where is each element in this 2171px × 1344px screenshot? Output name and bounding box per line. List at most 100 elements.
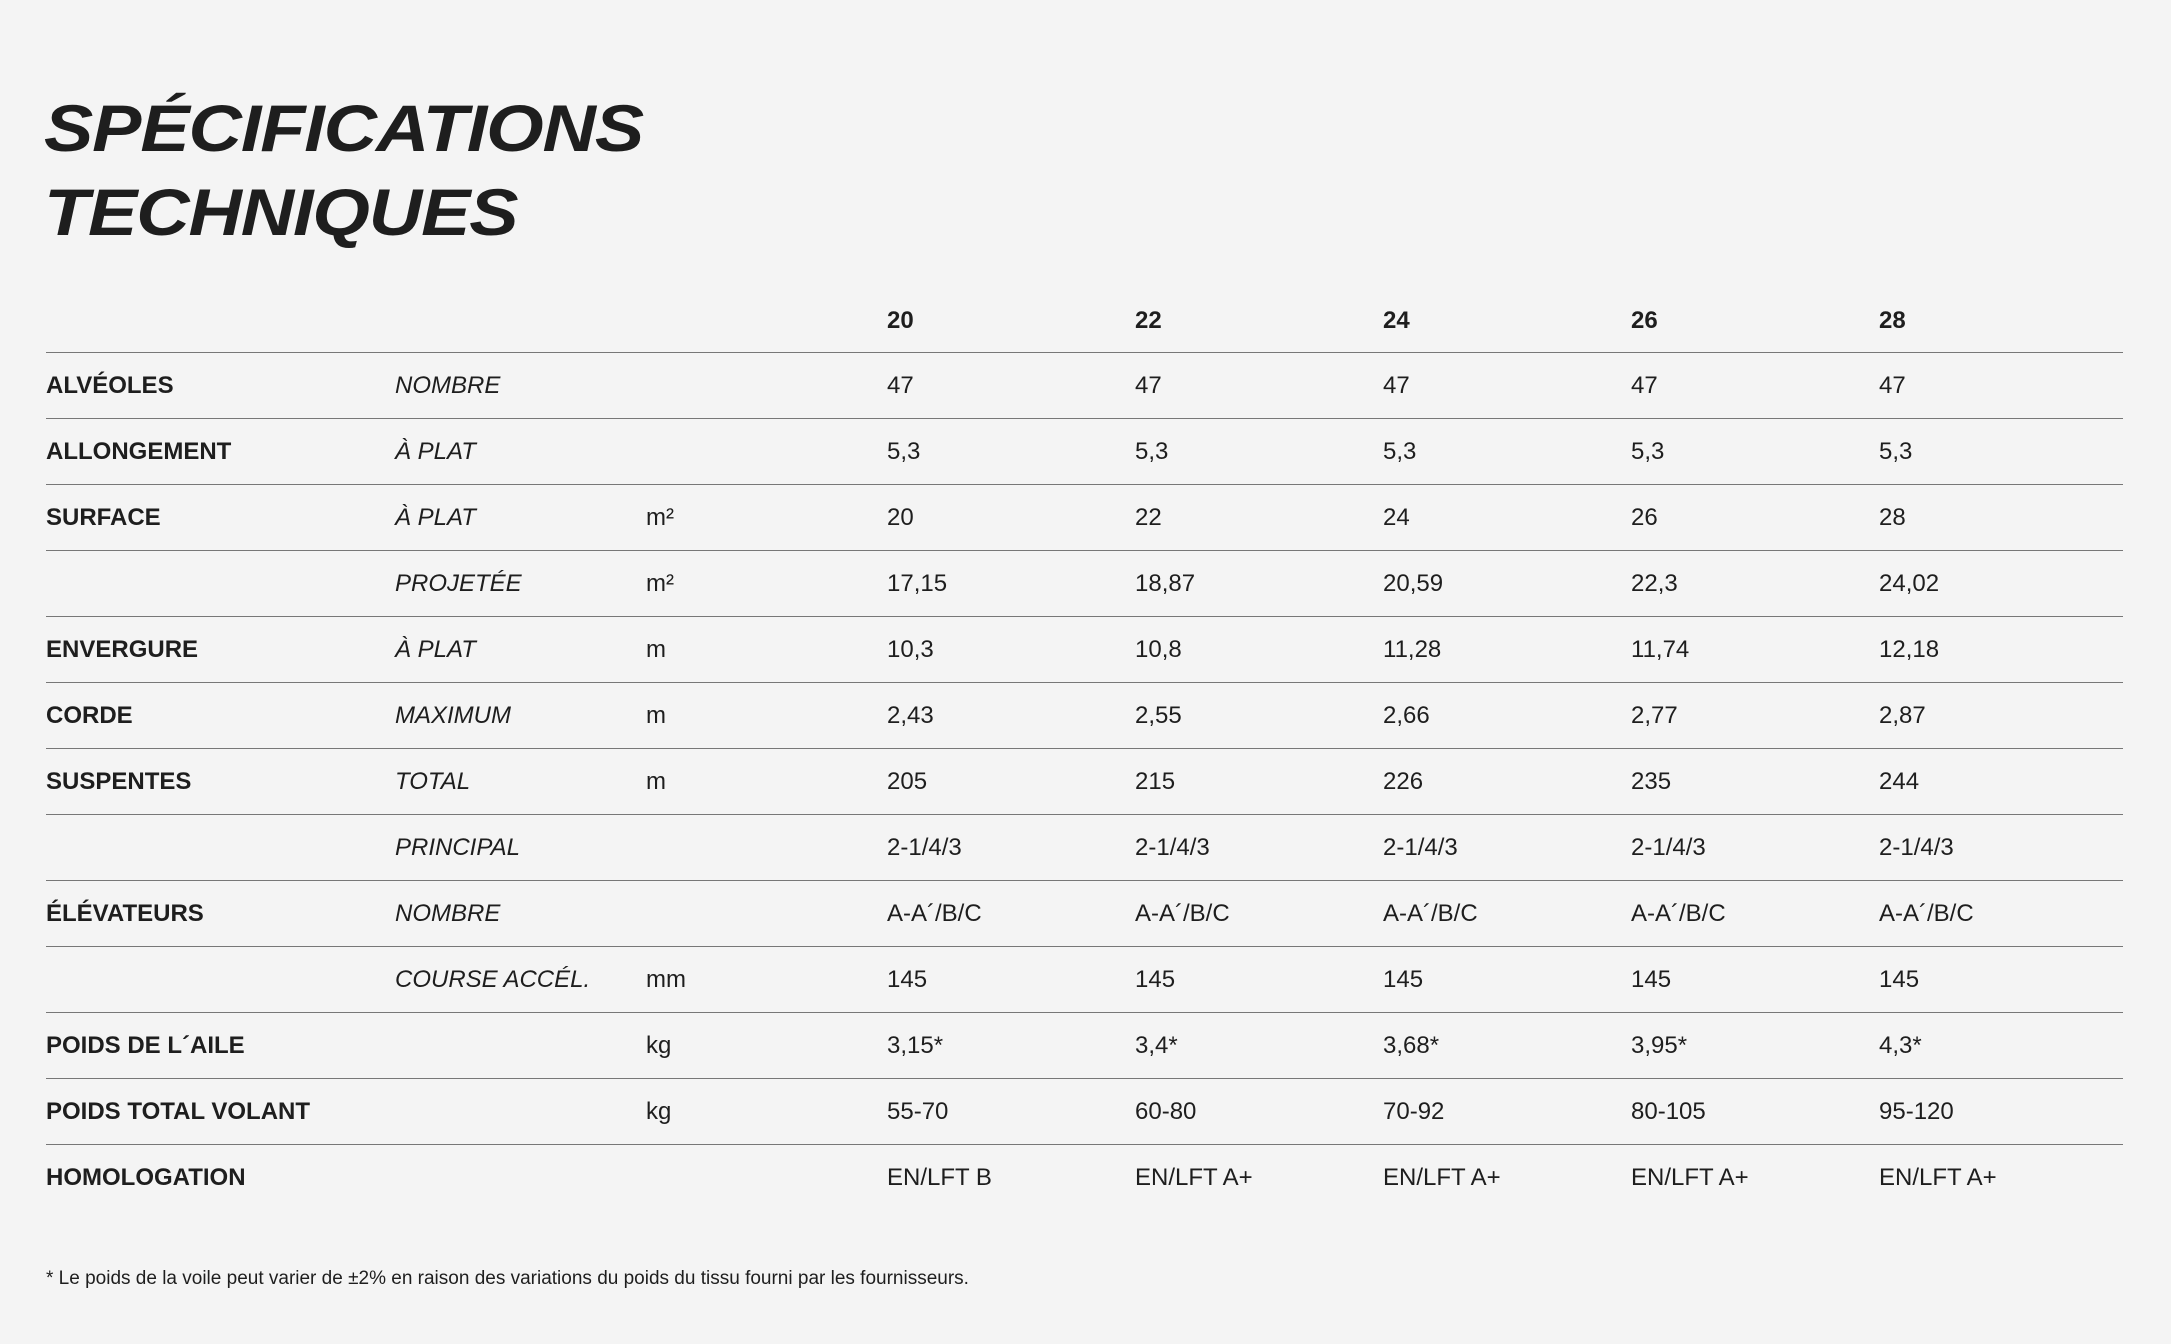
- row-label: POIDS DE L´AILE: [46, 1031, 245, 1059]
- row-unit: kg: [646, 1097, 672, 1125]
- cell-value: 2,43: [887, 701, 934, 729]
- row-label: SURFACE: [46, 503, 161, 531]
- cell-value: EN/LFT A+: [1135, 1163, 1253, 1191]
- row-sublabel: [395, 1013, 646, 1079]
- row-sublabel: NOMBRE: [395, 371, 501, 399]
- table-row: POIDS TOTAL VOLANT kg 55-70 60-80 70-92 80-10…: [46, 1079, 2123, 1145]
- row-label: CORDE: [46, 701, 133, 729]
- cell-value: 2-1/4/3: [1631, 833, 1706, 861]
- row-unit: [646, 353, 887, 419]
- cell-value: 2-1/4/3: [1383, 833, 1458, 861]
- cell-value: 22,3: [1631, 569, 1678, 597]
- size-header: 26: [1631, 290, 1879, 353]
- cell-value: A-A´/B/C: [1631, 899, 1726, 927]
- row-unit: m²: [646, 569, 674, 597]
- row-unit: mm: [646, 965, 686, 993]
- cell-value: 2,66: [1383, 701, 1430, 729]
- table-row: ENVERGURE À PLAT m 10,3 10,8 11,28 11,74 12,18: [46, 617, 2123, 683]
- cell-value: A-A´/B/C: [1135, 899, 1230, 927]
- footnote: * Le poids de la voile peut varier de ±2…: [46, 1268, 969, 1289]
- cell-value: A-A´/B/C: [1383, 899, 1478, 927]
- row-sublabel: TOTAL: [395, 767, 471, 795]
- row-sublabel: [395, 1079, 646, 1145]
- specs-table: 20 22 24 26 28 ALVÉOLES NOMBRE 47 47 47 47 47 A…: [46, 290, 2123, 1210]
- cell-value: 47: [1135, 371, 1162, 399]
- header-empty: [646, 290, 887, 353]
- row-sublabel: NOMBRE: [395, 899, 501, 927]
- cell-value: 12,18: [1879, 635, 1940, 663]
- header-empty: [46, 290, 395, 353]
- cell-value: 5,3: [1631, 437, 1665, 465]
- row-sublabel: À PLAT: [395, 503, 476, 531]
- cell-value: 20,59: [1383, 569, 1444, 597]
- row-label: [46, 815, 395, 881]
- specs-body: ALVÉOLES NOMBRE 47 47 47 47 47 ALLONGEMENT À PLA…: [46, 353, 2123, 1211]
- table-row: SURFACE À PLAT m² 20 22 24 26 28: [46, 485, 2123, 551]
- cell-value: 4,3*: [1879, 1031, 1922, 1059]
- table-row: SUSPENTES TOTAL m 205 215 226 235 244: [46, 749, 2123, 815]
- cell-value: 47: [1631, 371, 1658, 399]
- row-unit: [646, 1145, 887, 1211]
- row-sublabel: COURSE ACCÉL.: [395, 965, 591, 993]
- row-sublabel: À PLAT: [395, 437, 476, 465]
- cell-value: 80-105: [1631, 1097, 1706, 1125]
- cell-value: 2,87: [1879, 701, 1926, 729]
- cell-value: 3,68*: [1383, 1031, 1440, 1059]
- cell-value: 22: [1135, 503, 1162, 531]
- cell-value: 3,15*: [887, 1031, 944, 1059]
- cell-value: 215: [1135, 767, 1176, 795]
- row-sublabel: MAXIMUM: [395, 701, 511, 729]
- row-label: ENVERGURE: [46, 635, 199, 663]
- cell-value: 60-80: [1135, 1097, 1197, 1125]
- row-sublabel: PRINCIPAL: [395, 833, 520, 861]
- row-unit: [646, 815, 887, 881]
- cell-value: A-A´/B/C: [1879, 899, 1974, 927]
- cell-value: 26: [1631, 503, 1658, 531]
- row-unit: [646, 881, 887, 947]
- row-unit: m: [646, 767, 666, 795]
- cell-value: 145: [1631, 965, 1672, 993]
- row-label: ÉLÉVATEURS: [46, 899, 204, 927]
- cell-value: 145: [887, 965, 928, 993]
- cell-value: 145: [1135, 965, 1176, 993]
- cell-value: 2,55: [1135, 701, 1182, 729]
- cell-value: 10,3: [887, 635, 934, 663]
- cell-value: 70-92: [1383, 1097, 1445, 1125]
- title-line-2: TECHNIQUES: [44, 175, 519, 249]
- row-label: ALVÉOLES: [46, 371, 174, 399]
- row-sublabel: PROJETÉE: [395, 569, 522, 597]
- row-label: POIDS TOTAL VOLANT: [46, 1097, 311, 1125]
- cell-value: 11,28: [1383, 635, 1442, 663]
- cell-value: 145: [1383, 965, 1424, 993]
- cell-value: A-A´/B/C: [887, 899, 982, 927]
- cell-value: 5,3: [1879, 437, 1913, 465]
- cell-value: 226: [1383, 767, 1424, 795]
- table-row: PROJETÉE m² 17,15 18,87 20,59 22,3 24,02: [46, 551, 2123, 617]
- table-row: ÉLÉVATEURS NOMBRE A-A´/B/C A-A´/B/C A-A´/B/C…: [46, 881, 2123, 947]
- table-row: CORDE MAXIMUM m 2,43 2,55 2,66 2,77 2,87: [46, 683, 2123, 749]
- cell-value: EN/LFT A+: [1631, 1163, 1749, 1191]
- row-label: [46, 551, 395, 617]
- row-sublabel: [395, 1145, 646, 1211]
- cell-value: 24,02: [1879, 569, 1940, 597]
- cell-value: 5,3: [887, 437, 921, 465]
- cell-value: 95-120: [1879, 1097, 1954, 1125]
- cell-value: EN/LFT B: [887, 1163, 992, 1191]
- size-header: 22: [1135, 290, 1383, 353]
- table-row: POIDS DE L´AILE kg 3,15* 3,4* 3,68* 3,95* 4,3*: [46, 1013, 2123, 1079]
- cell-value: 18,87: [1135, 569, 1196, 597]
- cell-value: 5,3: [1135, 437, 1169, 465]
- cell-value: 2-1/4/3: [887, 833, 962, 861]
- cell-value: 235: [1631, 767, 1672, 795]
- cell-value: 47: [1879, 371, 1906, 399]
- cell-value: 20: [887, 503, 914, 531]
- row-unit: [646, 419, 887, 485]
- cell-value: 55-70: [887, 1097, 949, 1125]
- cell-value: 5,3: [1383, 437, 1417, 465]
- table-row: COURSE ACCÉL. mm 145 145 145 145 145: [46, 947, 2123, 1013]
- row-unit: m: [646, 701, 666, 729]
- cell-value: 244: [1879, 767, 1920, 795]
- cell-value: 145: [1879, 965, 1920, 993]
- cell-value: 17,15: [887, 569, 948, 597]
- row-label: HOMOLOGATION: [46, 1163, 246, 1191]
